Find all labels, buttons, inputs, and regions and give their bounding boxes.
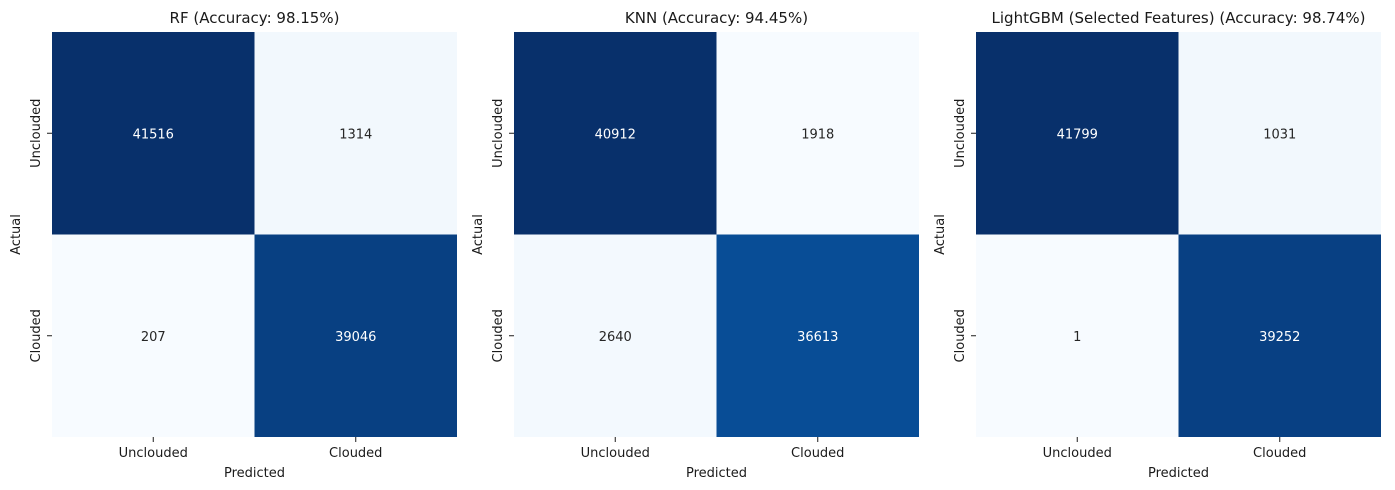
heatmap-cell	[514, 32, 717, 235]
cell-value-label: 1314	[339, 127, 372, 142]
cell-value-label: 1031	[1263, 127, 1296, 142]
heatmap-cell	[716, 32, 919, 235]
y-tick-label: Unclouded	[491, 99, 506, 168]
cell-value-label: 1	[1073, 330, 1081, 345]
confusion-matrix-panel: 41799 1031 1 39252 LightGBM (Selected Featur…	[933, 9, 1381, 481]
confusion-matrix-panel: 40912 1918 2640 36613 KNN (Accuracy: 94.45%)…	[471, 9, 919, 481]
cell-value-label: 1918	[801, 127, 834, 142]
y-axis-label: Actual	[9, 214, 24, 255]
heatmap-cell	[52, 234, 255, 437]
cell-value-label: 207	[141, 330, 166, 345]
chart-title: KNN (Accuracy: 94.45%)	[625, 9, 808, 27]
y-tick-label: Clouded	[491, 309, 506, 362]
y-axis-label: Actual	[933, 214, 948, 255]
heatmap-cell	[976, 32, 1179, 235]
x-axis-label: Predicted	[1148, 466, 1209, 481]
heatmap-cell	[52, 32, 255, 235]
chart-title: RF (Accuracy: 98.15%)	[170, 9, 340, 27]
cell-value-label: 39046	[335, 330, 376, 345]
chart-title: LightGBM (Selected Features) (Accuracy: …	[992, 9, 1366, 27]
heatmap-cell	[254, 32, 457, 235]
heatmap-cell	[1178, 32, 1381, 235]
x-tick-label: Clouded	[329, 446, 382, 461]
y-tick-label: Unclouded	[29, 99, 44, 168]
y-tick-label: Clouded	[953, 309, 968, 362]
cell-value-label: 41799	[1057, 127, 1098, 142]
x-tick-label: Unclouded	[119, 446, 188, 461]
heatmap-cell	[716, 234, 919, 437]
heatmap-cell	[1178, 234, 1381, 437]
y-tick-label: Clouded	[29, 309, 44, 362]
y-tick-label: Unclouded	[953, 99, 968, 168]
cell-value-label: 36613	[797, 330, 838, 345]
cell-value-label: 39252	[1259, 330, 1300, 345]
x-tick-label: Clouded	[791, 446, 844, 461]
x-tick-label: Unclouded	[1043, 446, 1112, 461]
x-tick-label: Clouded	[1253, 446, 1306, 461]
cell-value-label: 40912	[595, 127, 636, 142]
cell-value-label: 2640	[599, 330, 632, 345]
confusion-matrix-panel: 41516 1314 207 39046 RF (Accuracy: 98.15%) Un…	[9, 9, 457, 481]
x-tick-label: Unclouded	[581, 446, 650, 461]
y-axis-label: Actual	[471, 214, 486, 255]
heatmap-cell	[254, 234, 457, 437]
cell-value-label: 41516	[133, 127, 174, 142]
x-axis-label: Predicted	[686, 466, 747, 481]
heatmap-cell	[514, 234, 717, 437]
heatmap-cell	[976, 234, 1179, 437]
x-axis-label: Predicted	[224, 466, 285, 481]
